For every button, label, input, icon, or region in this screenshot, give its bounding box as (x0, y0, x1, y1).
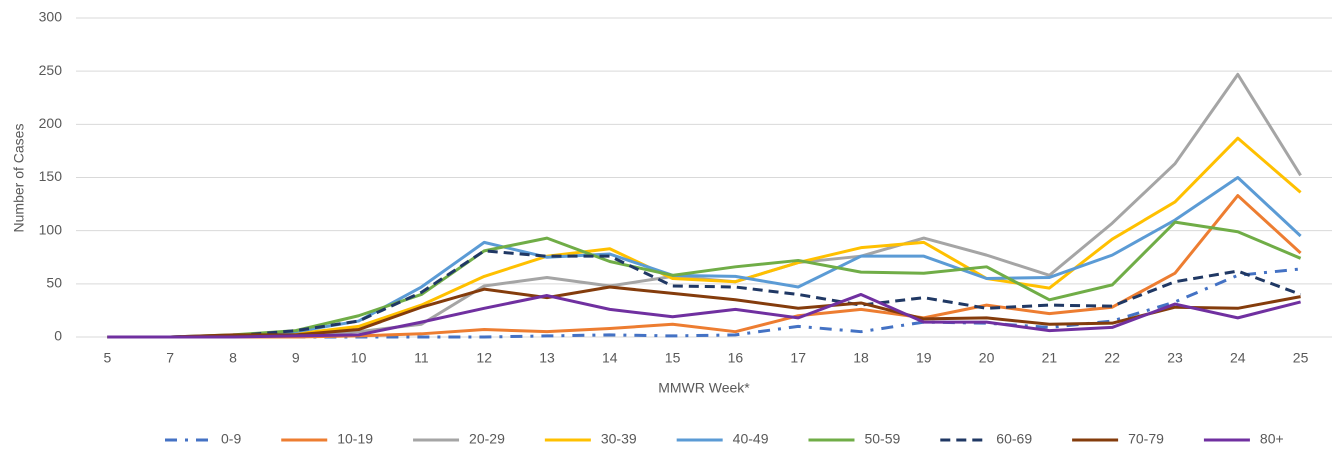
x-tick-label: 23 (1167, 350, 1183, 366)
x-tick-label: 5 (104, 350, 112, 366)
x-tick-label: 15 (665, 350, 681, 366)
x-tick-label: 11 (414, 350, 429, 366)
legend-label: 0-9 (221, 431, 241, 447)
x-tick-label: 18 (853, 350, 869, 366)
x-tick-label: 13 (539, 350, 555, 366)
y-tick-label: 150 (39, 168, 63, 184)
y-tick-label: 300 (39, 9, 63, 25)
x-tick-label: 19 (916, 350, 932, 366)
legend-label: 10-19 (337, 431, 373, 447)
data-line (107, 292, 1301, 339)
legend-label: 40-49 (733, 431, 769, 447)
data-line (107, 285, 1301, 339)
legend-label: 60-69 (996, 431, 1032, 447)
x-tick-label: 8 (229, 350, 237, 366)
data-line (107, 194, 1302, 339)
x-tick-label: 24 (1230, 350, 1246, 366)
x-axis-label: MMWR Week* (658, 380, 750, 396)
x-tick-label: 10 (351, 350, 367, 366)
legend-label: 50-59 (864, 431, 900, 447)
x-tick-label: 14 (602, 350, 618, 366)
legend-label: 70-79 (1128, 431, 1164, 447)
x-tick-label: 21 (1042, 350, 1058, 366)
x-tick-label: 17 (790, 350, 806, 366)
x-tick-label: 9 (292, 350, 300, 366)
data-line (107, 249, 1302, 339)
data-line (107, 136, 1302, 339)
x-tick-label: 16 (728, 350, 744, 366)
y-tick-label: 0 (54, 328, 62, 344)
y-axis-label: Number of Cases (11, 124, 27, 233)
y-tick-label: 50 (46, 275, 62, 291)
y-tick-label: 100 (39, 221, 63, 237)
y-tick-label: 200 (39, 115, 63, 131)
x-tick-label: 12 (476, 350, 492, 366)
x-tick-label: 20 (979, 350, 995, 366)
y-tick-label: 250 (39, 62, 63, 78)
legend-label: 30-39 (601, 431, 637, 447)
legend-label: 20-29 (469, 431, 505, 447)
x-tick-label: 22 (1104, 350, 1120, 366)
legend-label: 80+ (1260, 431, 1284, 447)
x-tick-label: 7 (166, 350, 174, 366)
x-tick-label: 25 (1293, 350, 1309, 366)
